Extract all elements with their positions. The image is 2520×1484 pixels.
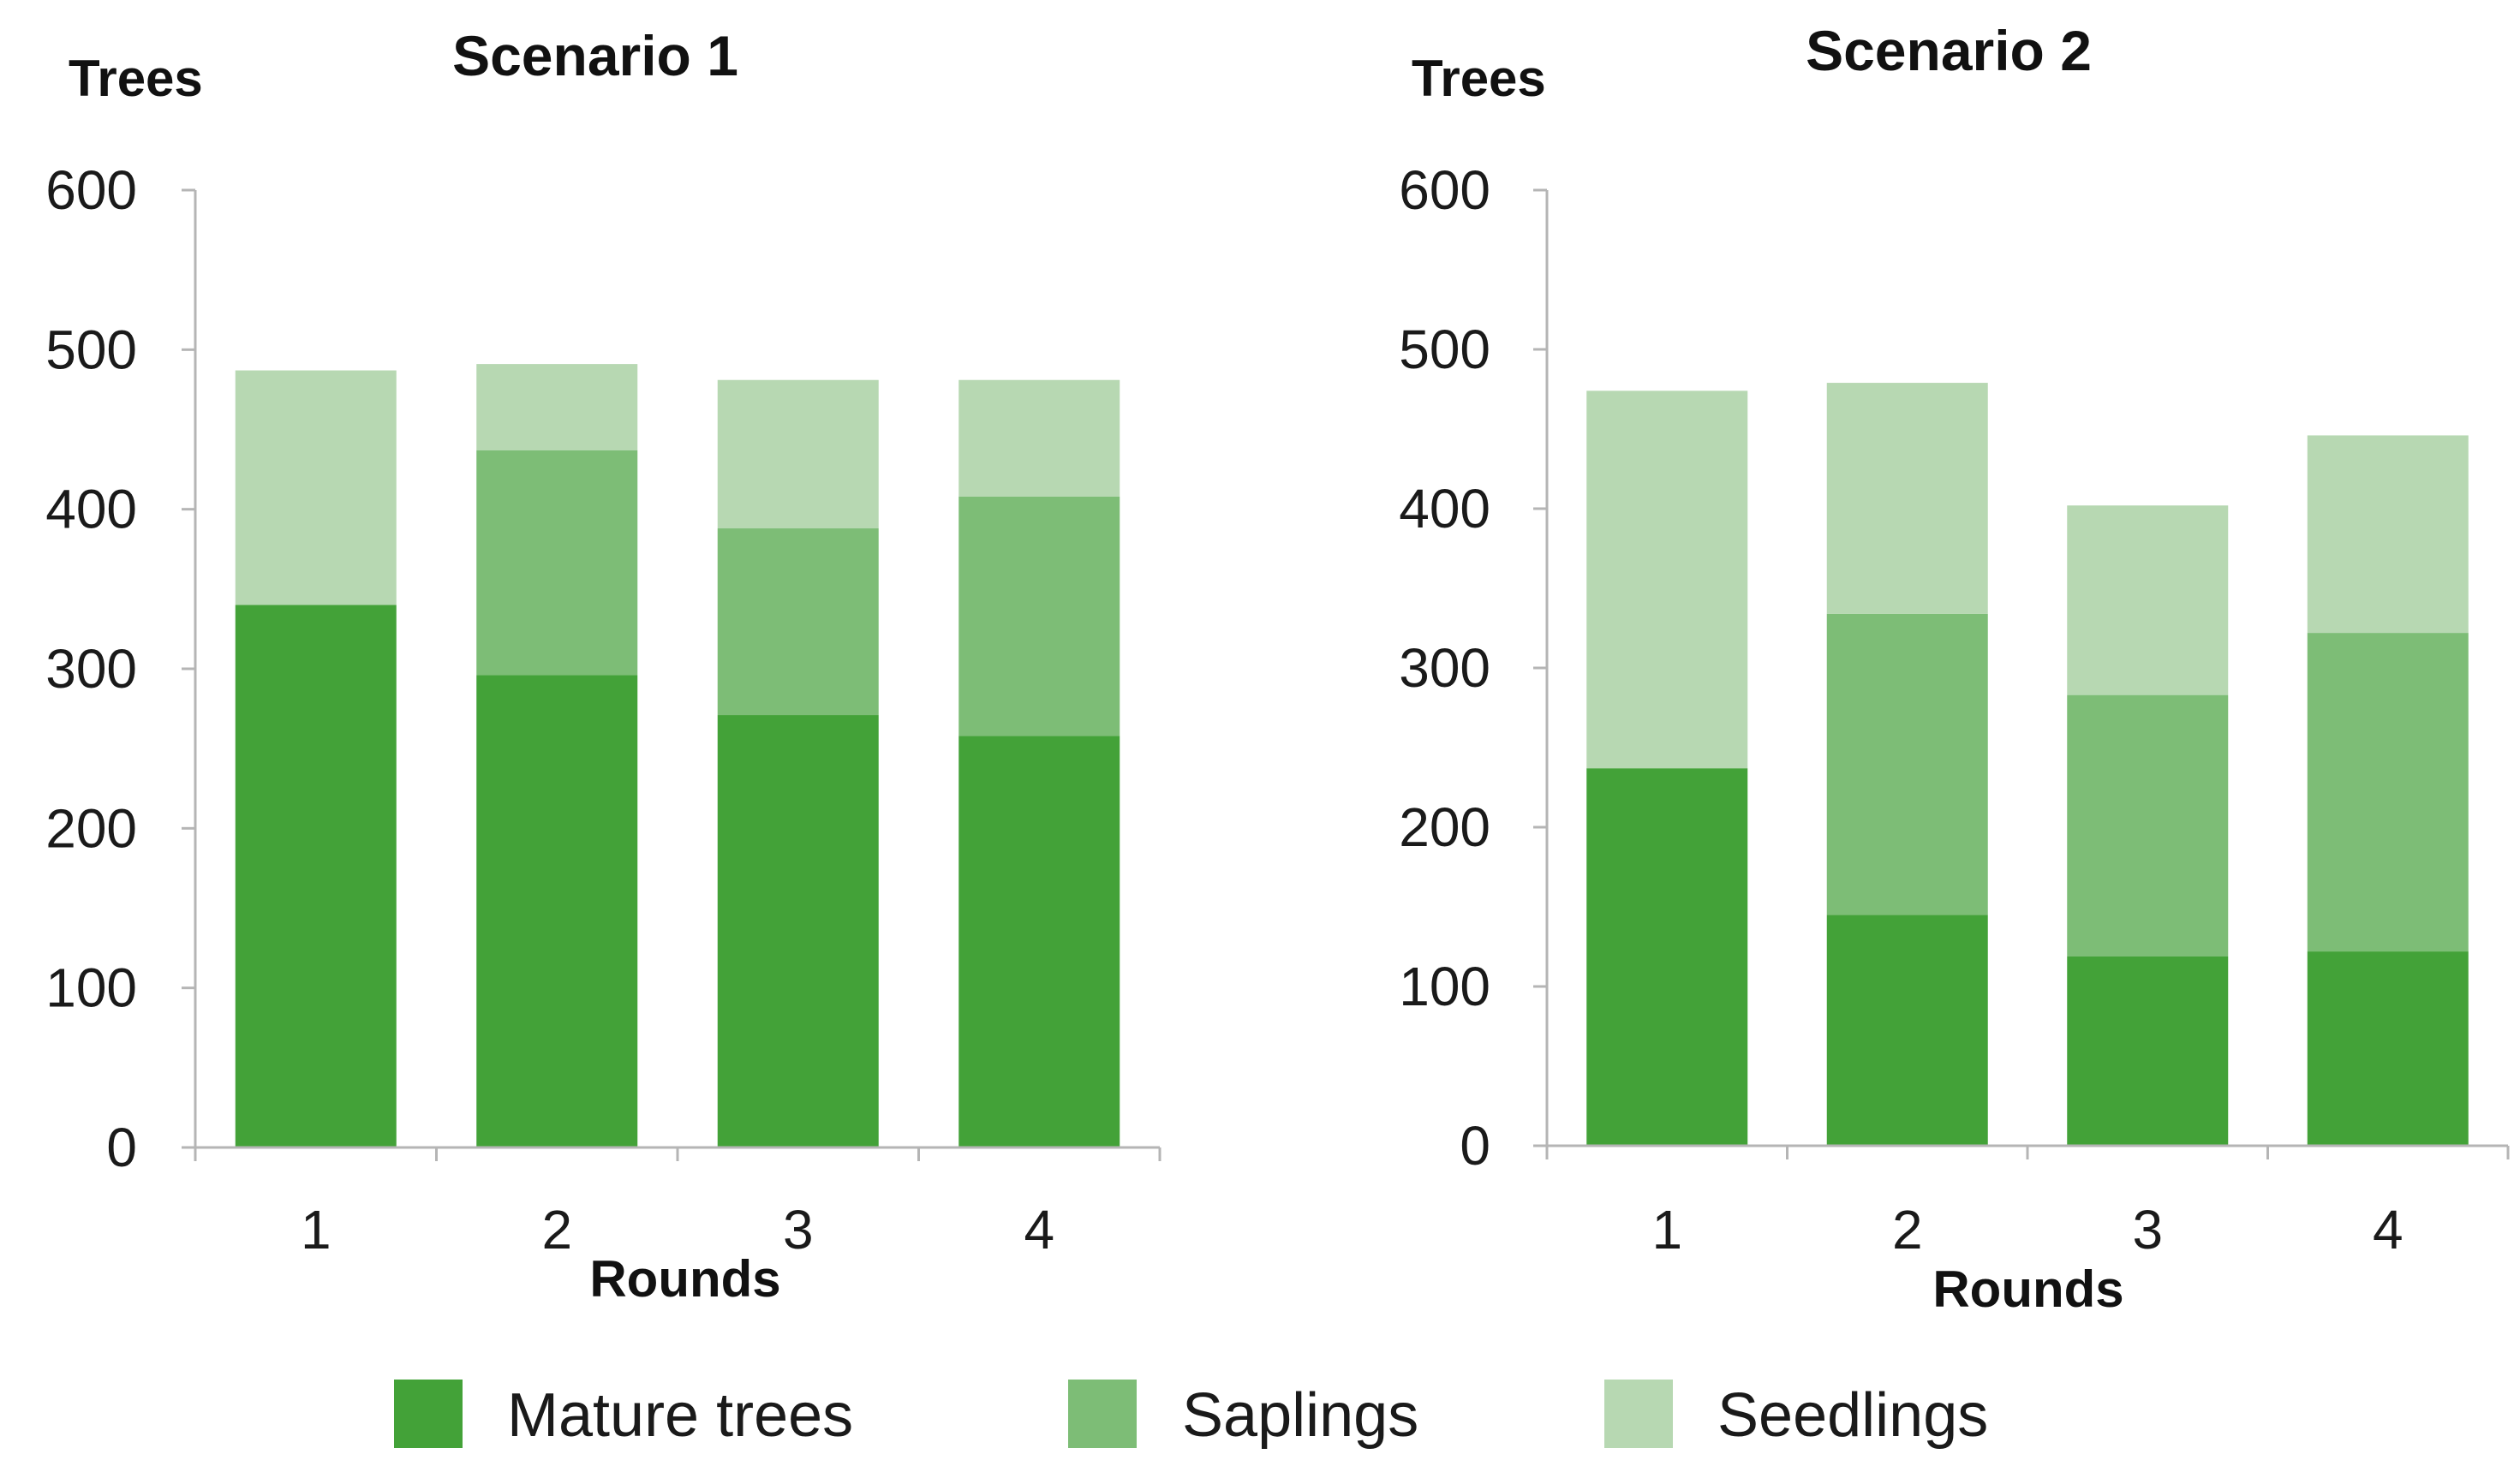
bars-group — [235, 364, 1120, 1147]
y-tick-label: 200 — [1399, 796, 1490, 858]
bar-mature-trees-round-2 — [476, 675, 638, 1147]
legend-item-seedlings: Seedlings — [1604, 1380, 1988, 1450]
x-tick-label: 3 — [783, 1199, 814, 1261]
bar-saplings-round-2 — [1826, 613, 1988, 915]
bar-mature-trees-round-2 — [1826, 915, 1988, 1146]
x-tick-label: 1 — [1651, 1199, 1682, 1261]
legend-swatch-mature-trees — [394, 1380, 463, 1448]
bar-mature-trees-round-4 — [958, 736, 1120, 1147]
bar-seedlings-round-2 — [1826, 383, 1988, 614]
bar-seedlings-round-3 — [717, 379, 879, 529]
x-tick-label: 1 — [301, 1199, 331, 1261]
bar-saplings-round-4 — [2307, 633, 2469, 952]
x-axis-title: Rounds — [589, 1250, 780, 1308]
bar-seedlings-round-1 — [235, 370, 397, 605]
legend-swatch-saplings — [1068, 1380, 1137, 1448]
bar-saplings-round-3 — [2067, 694, 2229, 957]
y-axis-title: Trees — [1412, 50, 1546, 107]
y-tick-label: 0 — [1460, 1115, 1490, 1177]
bar-seedlings-round-1 — [1586, 390, 1748, 769]
legend-label-mature-trees: Mature trees — [507, 1381, 853, 1450]
bar-saplings-round-3 — [717, 528, 879, 716]
bar-mature-trees-round-3 — [2067, 956, 2229, 1146]
legend-swatch-seedlings — [1604, 1380, 1673, 1448]
bar-seedlings-round-4 — [958, 379, 1120, 497]
y-axis-title: Trees — [69, 50, 203, 107]
legend-item-mature-trees: Mature trees — [394, 1380, 853, 1450]
y-tick-label: 400 — [1399, 478, 1490, 539]
y-tick-label: 300 — [45, 638, 137, 700]
legend-label-seedlings: Seedlings — [1717, 1381, 1988, 1450]
x-tick-label: 4 — [1024, 1199, 1054, 1261]
bar-saplings-round-2 — [476, 450, 638, 676]
chart-title: Scenario 2 — [1806, 19, 2092, 82]
y-tick-label: 0 — [106, 1117, 137, 1178]
x-tick-label: 2 — [541, 1199, 572, 1261]
y-ticks-group: 0 100 200 300 400 500 600 — [1399, 159, 1547, 1177]
y-tick-label: 400 — [45, 479, 137, 540]
x-ticks-group: 1 2 3 4 — [194, 1147, 1161, 1261]
y-tick-label: 200 — [45, 797, 137, 859]
chart-title: Scenario 1 — [452, 24, 738, 87]
x-axis-title: Rounds — [1932, 1261, 2123, 1318]
legend-item-saplings: Saplings — [1068, 1380, 1418, 1450]
bar-seedlings-round-2 — [476, 364, 638, 450]
y-tick-label: 600 — [1399, 159, 1490, 221]
y-tick-label: 100 — [1399, 956, 1490, 1017]
y-ticks-group: 0 100 200 300 400 500 600 — [45, 159, 195, 1178]
x-tick-label: 3 — [2132, 1199, 2163, 1261]
legend: Mature trees Saplings Seedlings — [394, 1380, 1988, 1450]
y-tick-label: 500 — [45, 319, 137, 380]
bar-seedlings-round-4 — [2307, 435, 2469, 634]
y-tick-label: 500 — [1399, 319, 1490, 380]
bar-saplings-round-4 — [958, 496, 1120, 736]
x-tick-label: 2 — [1892, 1199, 1923, 1261]
bar-seedlings-round-3 — [2067, 505, 2229, 695]
chart-panel-scenario-2: Trees Scenario 2 0 100 200 300 400 500 600 1 2 3… — [1399, 19, 2510, 1318]
x-tick-label: 4 — [2373, 1199, 2404, 1261]
bars-group — [1586, 383, 2469, 1146]
y-tick-label: 100 — [45, 957, 137, 1019]
x-ticks-group: 1 2 3 4 — [1545, 1146, 2510, 1261]
bar-mature-trees-round-3 — [717, 715, 879, 1147]
bar-mature-trees-round-1 — [1586, 768, 1748, 1146]
chart-panel-scenario-1: Trees Scenario 1 0 100 200 300 400 500 600 1 2 3… — [45, 24, 1161, 1308]
y-tick-label: 600 — [45, 159, 137, 221]
y-tick-label: 300 — [1399, 637, 1490, 699]
bar-mature-trees-round-1 — [235, 605, 397, 1147]
bar-mature-trees-round-4 — [2307, 951, 2469, 1146]
legend-label-saplings: Saplings — [1182, 1381, 1418, 1450]
